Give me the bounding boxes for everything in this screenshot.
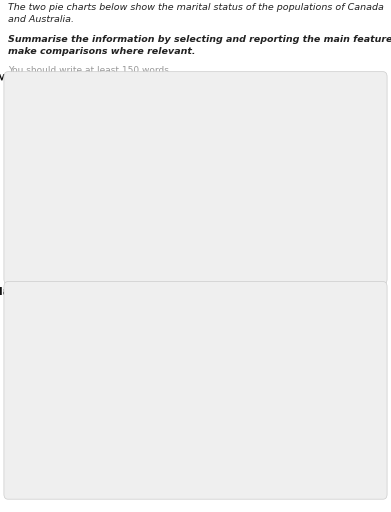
Text: Separated but not divorced: Separated but not divorced: [231, 346, 331, 352]
Bar: [201, 452, 224, 470]
Text: The two pie charts below show the marital status of the populations of Canada
an: The two pie charts below show the marita…: [8, 3, 384, 24]
Bar: [201, 110, 224, 130]
Bar: [201, 136, 224, 156]
Text: 53%: 53%: [113, 213, 131, 222]
Wedge shape: [90, 117, 163, 239]
Text: 7%: 7%: [84, 116, 97, 125]
Text: 46%: 46%: [43, 377, 60, 386]
Bar: [201, 339, 224, 358]
Wedge shape: [63, 119, 102, 178]
Wedge shape: [41, 152, 102, 238]
Bar: [201, 395, 224, 414]
Text: You should write at least 150 words.: You should write at least 150 words.: [8, 67, 172, 75]
Text: 1%: 1%: [109, 116, 122, 125]
Bar: [201, 162, 224, 182]
Bar: [201, 368, 224, 386]
Title: Marital Status of Australia’s Population: Marital Status of Australia’s Population: [0, 287, 211, 297]
Text: Separated but not divorced: Separated but not divorced: [231, 117, 331, 122]
Wedge shape: [86, 118, 102, 178]
Wedge shape: [46, 131, 102, 178]
Text: Divorced: Divorced: [231, 458, 264, 464]
Text: 6%: 6%: [87, 326, 99, 334]
Text: Married: Married: [231, 143, 259, 149]
Text: Widowed: Widowed: [231, 430, 264, 436]
Wedge shape: [94, 329, 102, 390]
Text: Divorced: Divorced: [231, 222, 264, 227]
Wedge shape: [57, 337, 102, 390]
Text: Summarise the information by selecting and reporting the main features, and
make: Summarise the information by selecting a…: [8, 34, 391, 56]
Text: 3%: 3%: [130, 124, 143, 134]
Text: Widowed: Widowed: [231, 195, 264, 201]
Text: 41%: 41%: [118, 422, 136, 431]
Text: 29%: 29%: [41, 167, 59, 177]
Text: 5%: 5%: [52, 337, 65, 346]
Title: Marital Status of Canada’s Population: Marital Status of Canada’s Population: [0, 74, 206, 84]
Wedge shape: [102, 329, 163, 442]
Wedge shape: [72, 330, 102, 390]
Bar: [201, 241, 224, 261]
Wedge shape: [41, 349, 135, 452]
Bar: [201, 215, 224, 234]
Text: 2%: 2%: [115, 326, 128, 334]
Bar: [201, 188, 224, 208]
Text: Married: Married: [231, 374, 259, 380]
Text: 7%: 7%: [50, 129, 63, 138]
Wedge shape: [90, 117, 102, 178]
Text: Same sex marriage: Same sex marriage: [231, 248, 301, 253]
Text: Single: Single: [231, 402, 254, 408]
Text: Never married: Never married: [231, 169, 284, 175]
Bar: [201, 423, 224, 442]
